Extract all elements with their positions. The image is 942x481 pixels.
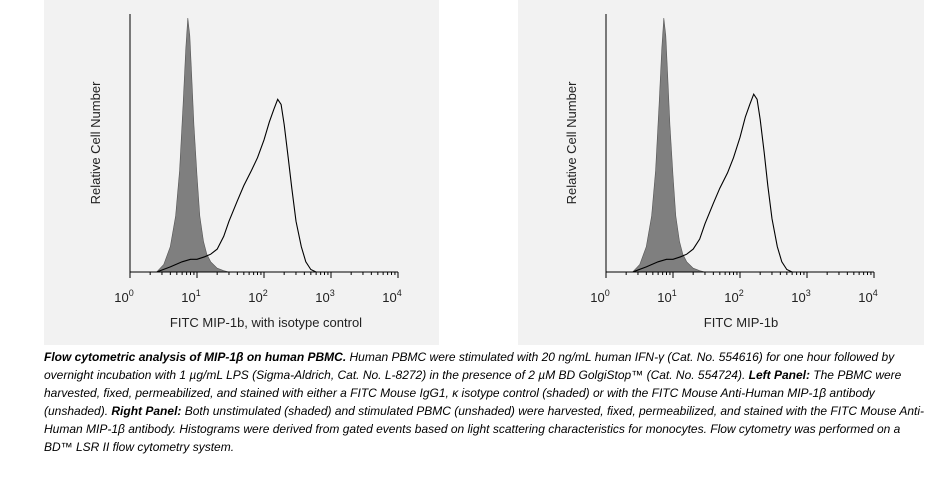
- right-x-tick-label: 102: [724, 288, 743, 305]
- left-y-axis-label: Relative Cell Number: [88, 81, 103, 204]
- left-histogram-chart: 100 101 102 103 104 Relative Cell Number FITC …: [88, 14, 402, 330]
- caption-title: Flow cytometric analysis of MIP-1β on hu…: [44, 350, 347, 364]
- right-unshaded-histogram: [632, 93, 793, 273]
- right-y-axis-label: Relative Cell Number: [564, 81, 579, 204]
- figure-caption: Flow cytometric analysis of MIP-1β on hu…: [44, 348, 924, 456]
- caption-body-2: The PBMC were harvested, fixed, permeabi…: [44, 368, 902, 418]
- left-x-tick-label: 100: [114, 288, 133, 305]
- left-unshaded-histogram: [156, 98, 317, 273]
- right-x-tick-label: 104: [858, 288, 877, 305]
- right-shaded-histogram: [632, 17, 706, 273]
- left-x-tick-label: 102: [248, 288, 267, 305]
- right-histogram-chart: 100 101 102 103 104 Relative Cell Number FITC …: [564, 14, 878, 330]
- right-x-tick-label: 101: [657, 288, 676, 305]
- caption-right-panel-label: Right Panel:: [111, 404, 182, 418]
- right-x-tick-label: 103: [791, 288, 810, 305]
- left-x-tick-label: 101: [181, 288, 200, 305]
- left-x-tick-label: 104: [382, 288, 401, 305]
- left-x-axis-label: FITC MIP-1b, with isotype control: [170, 315, 362, 330]
- left-shaded-histogram: [156, 17, 230, 273]
- left-panel: [44, 0, 439, 345]
- right-x-axis-label: FITC MIP-1b: [704, 315, 778, 330]
- right-panel: [518, 0, 924, 345]
- right-x-tick-label: 100: [590, 288, 609, 305]
- caption-body-1: Human PBMC were stimulated with 20 ng/mL…: [44, 350, 895, 382]
- caption-body-3: Both unstimulated (shaded) and stimulate…: [44, 404, 925, 454]
- caption-left-panel-label: Left Panel:: [748, 368, 810, 382]
- left-x-tick-label: 103: [315, 288, 334, 305]
